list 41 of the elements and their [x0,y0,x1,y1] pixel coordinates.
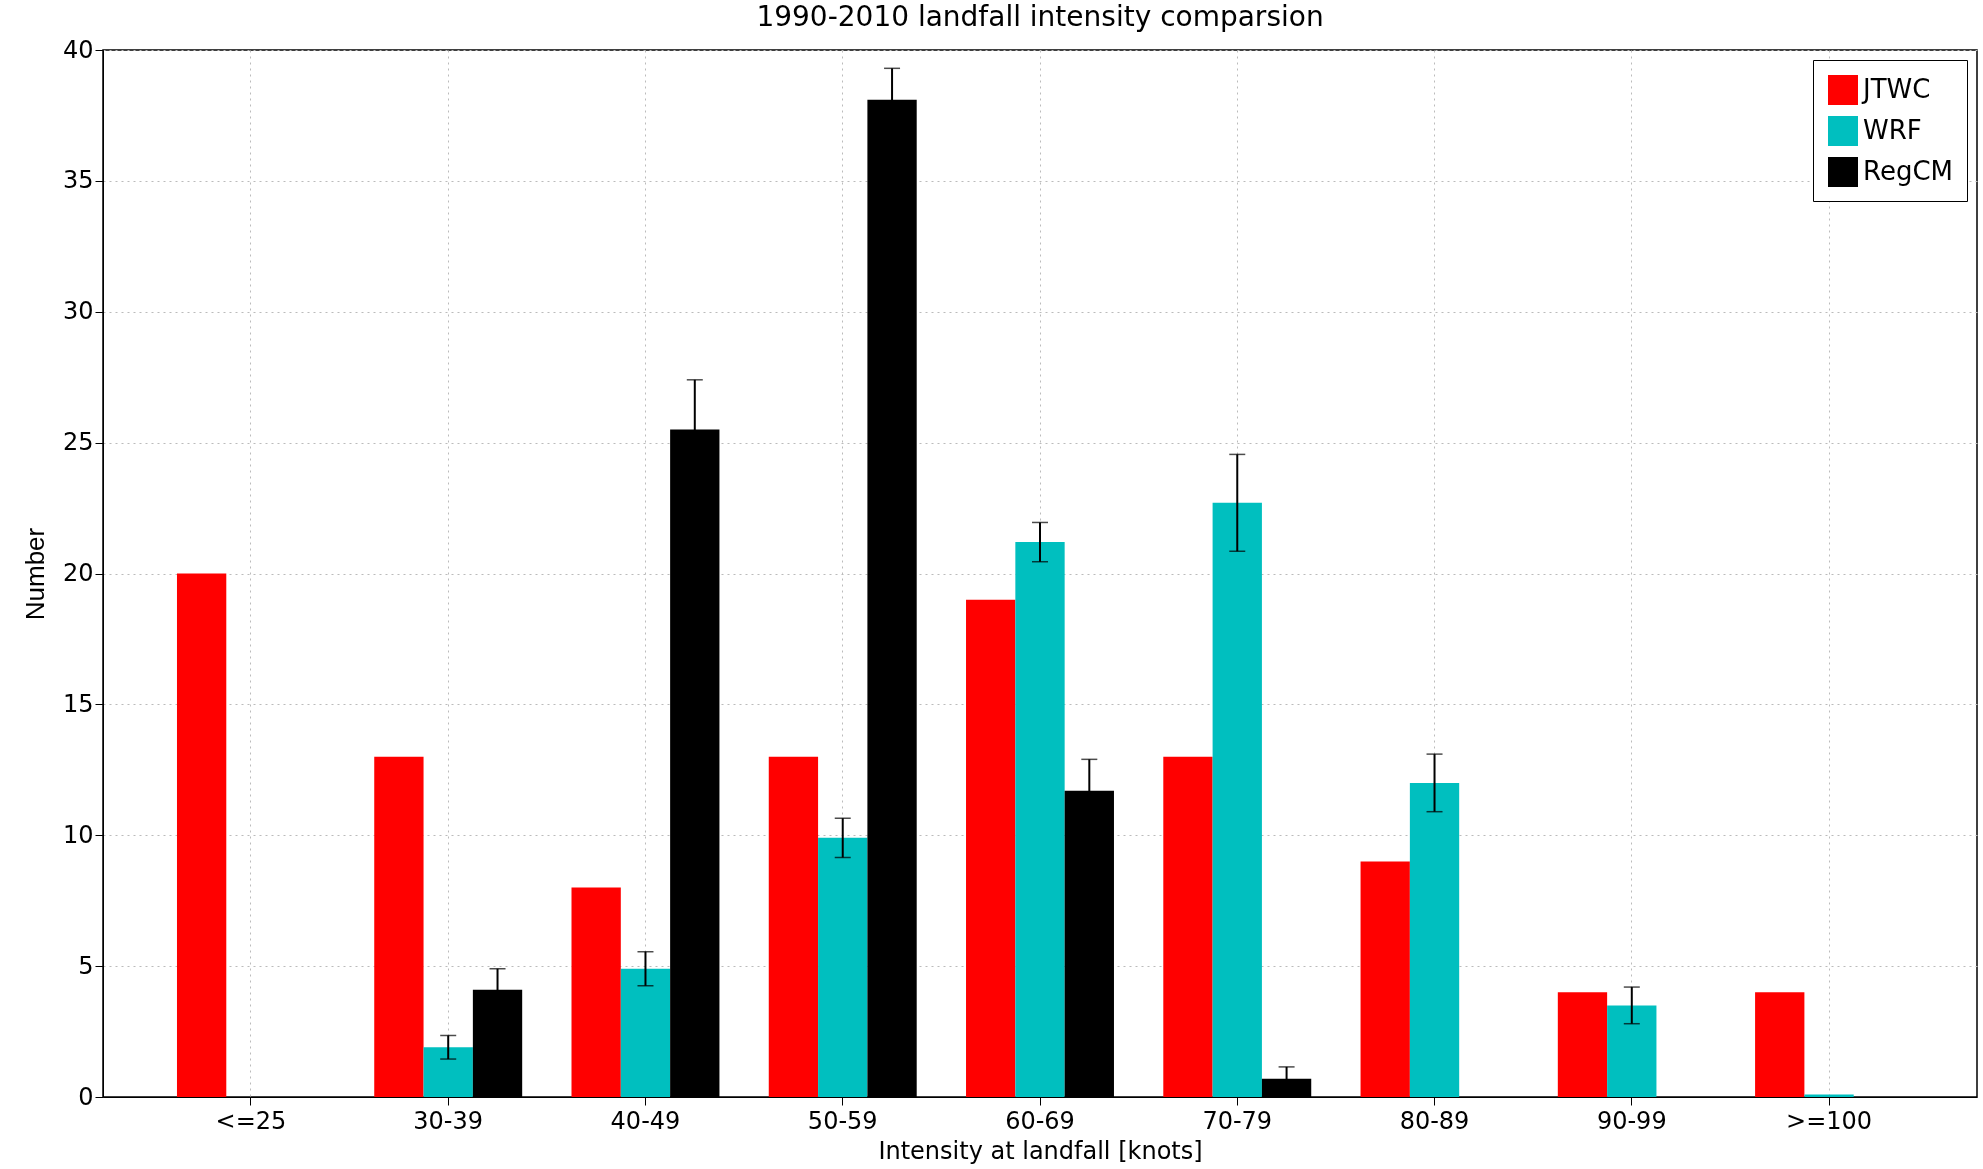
y-tick-label: 35 [62,166,94,195]
bar [1360,861,1410,1097]
x-tick-label: 60-69 [1005,1106,1075,1135]
bar [423,1047,473,1097]
y-tick-label: 15 [62,689,94,718]
x-tick-label: 30-39 [413,1106,484,1135]
legend-label: JTWC [1861,74,1931,104]
y-tick-label: 10 [62,820,94,849]
x-tick-label: 80-89 [1399,1106,1470,1135]
y-tick-label: 20 [62,559,94,587]
bar [768,756,819,1097]
chart-title: 1990-2010 landfall intensity comparsion [756,0,1324,33]
y-axis-title: Number [19,527,50,621]
bar [1409,782,1460,1097]
bar [1804,1094,1854,1097]
y-tick-label: 40 [62,35,94,64]
bar [1607,1005,1657,1097]
x-tick-label: 40-49 [610,1106,681,1135]
bar [374,756,424,1097]
bar [176,573,227,1097]
x-tick-label: >=100 [1786,1106,1873,1135]
x-tick-label: 50-59 [807,1106,878,1135]
legend-label: RegCM [1863,156,1953,186]
y-tick-label: 30 [62,297,94,326]
y-tick-label: 0 [78,1082,94,1111]
y-tick-label: 25 [62,428,94,457]
bar [1163,756,1213,1097]
bar [966,599,1016,1097]
bar [571,887,621,1097]
x-tick-label: <=25 [215,1106,287,1135]
bar [818,837,868,1097]
x-tick-label: 70-79 [1202,1106,1273,1135]
y-tick-label: 5 [78,951,94,980]
x-tick-label: 90-99 [1596,1106,1667,1135]
x-axis-title: Intensity at landfall [knots] [878,1136,1203,1165]
bar [1015,542,1065,1097]
bar [1755,992,1805,1097]
legend-label: WRF [1863,115,1922,145]
bar [620,968,671,1097]
bar [1212,502,1262,1097]
bar [1557,992,1608,1097]
